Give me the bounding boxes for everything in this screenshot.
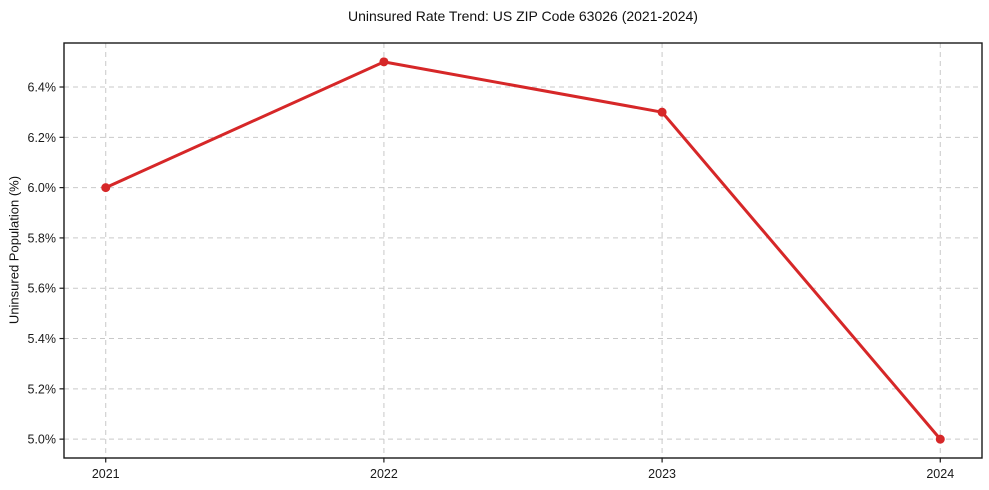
x-tick-label: 2023	[648, 467, 676, 481]
y-tick-label: 6.2%	[28, 131, 57, 145]
data-point	[935, 434, 945, 444]
y-axis-label: Uninsured Population (%)	[6, 175, 22, 325]
y-tick-label: 5.4%	[28, 332, 57, 346]
y-tick-label: 5.6%	[28, 282, 57, 296]
trend-line	[104, 60, 942, 441]
chart-title: Uninsured Rate Trend: US ZIP Code 63026 …	[348, 8, 698, 24]
y-tick-label: 6.4%	[28, 81, 57, 95]
y-tick-label: 5.0%	[28, 433, 57, 447]
data-point	[379, 57, 389, 67]
plot-border	[63, 42, 983, 459]
x-tick-label: 2022	[370, 467, 398, 481]
y-tick-label: 6.0%	[28, 181, 57, 195]
y-tick-label: 5.2%	[28, 382, 57, 396]
x-tick-label: 2024	[926, 467, 954, 481]
x-tick-label: 2021	[92, 467, 120, 481]
y-tick-label: 5.8%	[28, 231, 57, 245]
data-point	[101, 183, 111, 193]
data-point	[657, 107, 667, 117]
